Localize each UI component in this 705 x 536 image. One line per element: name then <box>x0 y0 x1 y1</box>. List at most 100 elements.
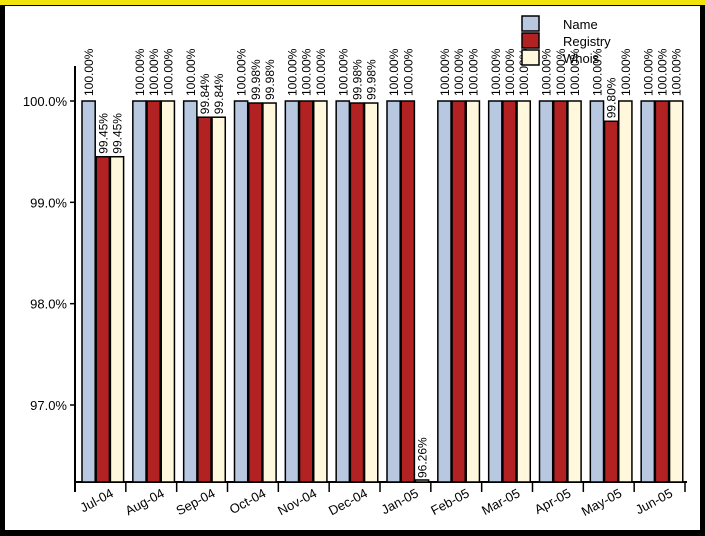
bar-registry-dec-04 <box>349 102 365 483</box>
bar-name-aug-04 <box>132 100 147 483</box>
legend-swatch-name <box>521 15 540 32</box>
bar-registry-oct-04 <box>247 102 263 483</box>
bars <box>81 100 684 483</box>
data-label: 99.84% <box>198 73 212 114</box>
bar-whois-oct-04 <box>262 102 277 483</box>
bar-whois-nov-04 <box>312 100 328 483</box>
y-tick-label: 97.0% <box>30 398 67 413</box>
data-label: 100.00% <box>147 48 161 96</box>
bar-name-may-05 <box>589 100 605 483</box>
data-label: 100.00% <box>554 48 568 96</box>
data-label: 100.00% <box>619 48 633 96</box>
bar-name-oct-04 <box>233 100 249 483</box>
data-label: 100.00% <box>285 48 299 96</box>
bar-name-nov-04 <box>284 100 300 483</box>
bar-whois-jan-05 <box>414 479 430 483</box>
data-label: 100.00% <box>161 48 175 96</box>
data-label: 100.00% <box>438 48 452 96</box>
data-label: 99.45% <box>96 113 110 154</box>
x-tick-label: Jun-05 <box>633 485 675 517</box>
bar-registry-sep-04 <box>197 116 212 483</box>
bar-registry-mar-05 <box>502 100 517 483</box>
x-tick-label: Jan-05 <box>379 485 421 517</box>
data-label: 100.00% <box>590 48 604 96</box>
chart-panel: 100.00% 99.45% 99.45% 100.00% 100.00% 100.00%… <box>5 6 700 530</box>
bar-registry-nov-04 <box>298 100 314 483</box>
y-tick-label: 100.0% <box>23 94 68 109</box>
bar-name-mar-05 <box>487 100 503 483</box>
data-label: 100.00% <box>540 48 554 96</box>
bar-name-dec-04 <box>335 100 351 483</box>
bar-whois-jul-04 <box>109 155 125 483</box>
data-label: 100.00% <box>300 48 314 96</box>
data-label: 99.80% <box>605 77 619 118</box>
data-label: 99.98% <box>263 59 277 100</box>
y-tick-labels: 97.0% 98.0% 99.0% 100.0% <box>23 94 68 413</box>
x-tick-label: Sep-04 <box>173 485 217 518</box>
bar-whois-sep-04 <box>211 116 227 483</box>
bar-registry-jan-05 <box>400 100 416 483</box>
bar-whois-dec-04 <box>363 102 379 483</box>
legend-swatch-registry <box>521 32 540 49</box>
x-tick-label: Dec-04 <box>326 485 370 518</box>
x-tick-label: Feb-05 <box>428 485 471 518</box>
x-tick-label: Mar-05 <box>479 485 522 518</box>
bar-name-apr-05 <box>538 100 554 483</box>
legend-label-whois: Whois <box>563 51 600 66</box>
bar-name-jun-05 <box>640 100 656 483</box>
bar-registry-jul-04 <box>95 155 111 483</box>
data-label: 100.00% <box>503 48 517 96</box>
x-tick-label: May-05 <box>579 485 624 519</box>
header-strip <box>0 0 705 5</box>
legend-label-registry: Registry <box>563 34 611 49</box>
x-tick-label: Aug-04 <box>123 485 167 518</box>
bar-registry-may-05 <box>603 120 619 483</box>
bar-registry-aug-04 <box>146 100 161 483</box>
bar-name-sep-04 <box>182 100 198 483</box>
data-label: 99.84% <box>212 73 226 114</box>
data-label: 100.00% <box>641 48 655 96</box>
bar-whois-jun-05 <box>668 100 684 483</box>
bar-name-feb-05 <box>437 100 452 483</box>
data-label: 100.00% <box>466 48 480 96</box>
bar-whois-apr-05 <box>567 100 582 483</box>
bar-chart: 100.00%99.45% 99.45%100.00% 100.00% 100.00%… <box>23 15 687 519</box>
data-label: 99.98% <box>350 59 364 100</box>
data-label: 100.00% <box>82 48 96 96</box>
y-tick-label: 99.0% <box>30 195 67 210</box>
legend-swatch-whois <box>521 49 540 66</box>
legend-label-name: Name <box>563 17 598 32</box>
x-tick-label: Jul-04 <box>78 485 116 515</box>
data-label: 100.00% <box>184 48 198 96</box>
bar-registry-jun-05 <box>654 100 670 483</box>
data-label: 100.00% <box>568 48 582 96</box>
bar-registry-feb-05 <box>451 100 466 483</box>
data-label: 100.00% <box>452 48 466 96</box>
data-label: 100.00% <box>655 48 669 96</box>
axes <box>70 66 687 492</box>
x-tick-label: Oct-04 <box>227 485 268 517</box>
bar-whois-feb-05 <box>465 100 481 483</box>
data-labels: 100.00%99.45% 99.45%100.00% 100.00% 100.00%… <box>82 48 684 478</box>
data-label: 99.98% <box>249 59 263 100</box>
bar-registry-apr-05 <box>552 100 568 483</box>
data-label: 100.00% <box>670 48 684 96</box>
data-label: 100.00% <box>489 48 503 96</box>
bar-name-jan-05 <box>386 100 401 483</box>
data-label: 96.26% <box>416 437 430 478</box>
data-label: 100.00% <box>235 48 249 96</box>
bar-whois-mar-05 <box>516 100 532 483</box>
bar-whois-may-05 <box>617 100 633 483</box>
bar-whois-aug-04 <box>160 100 176 483</box>
data-label: 100.00% <box>133 48 147 96</box>
data-label: 99.45% <box>111 113 125 154</box>
y-tick-label: 98.0% <box>30 297 67 312</box>
data-label: 100.00% <box>314 48 328 96</box>
data-label: 100.00% <box>401 48 415 96</box>
bar-name-jul-04 <box>81 100 96 483</box>
x-tick-labels: Jul-04 Aug-04 Sep-04 Oct-04 Nov-04 Dec-04 Jan-… <box>78 485 675 519</box>
x-tick-label: Nov-04 <box>275 485 319 518</box>
x-tick-label: Apr-05 <box>532 485 574 517</box>
data-label: 99.98% <box>365 59 379 100</box>
